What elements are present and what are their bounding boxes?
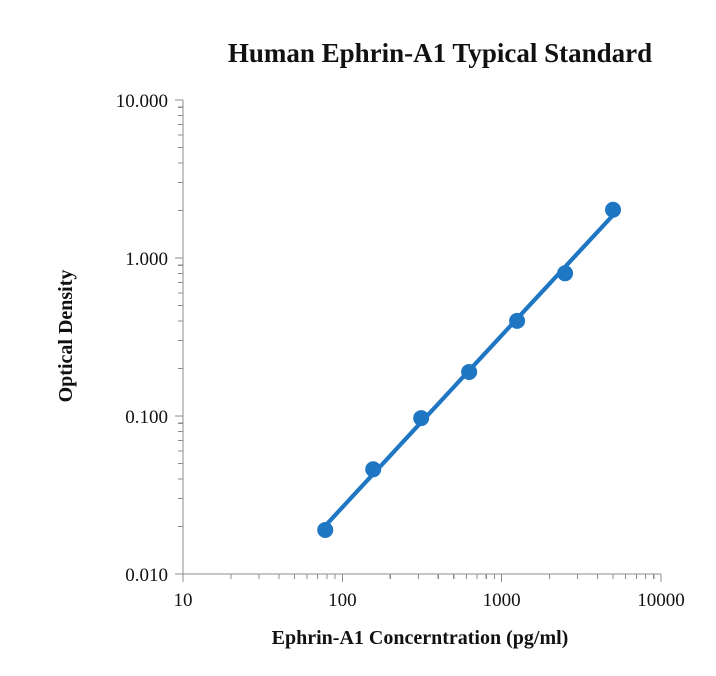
y-axis-title: Optical Density — [55, 270, 77, 403]
data-point-2 — [365, 461, 382, 478]
x-tick-label: 10000 — [637, 590, 685, 611]
x-axis-title: Ephrin-A1 Concerntration (pg/ml) — [272, 627, 569, 649]
data-point-1 — [317, 521, 334, 538]
x-axis-ticks: 10 100 1000 10000 — [174, 574, 685, 611]
y-tick-label: 0.100 — [125, 407, 168, 428]
data-point-4 — [461, 363, 478, 380]
data-point-7 — [605, 201, 622, 218]
y-tick-label: 0.010 — [125, 565, 168, 586]
axes-group — [182, 100, 661, 575]
chart-title: Human Ephrin-A1 Typical Standard — [228, 38, 652, 68]
x-tick-label: 10 — [174, 590, 193, 611]
y-axis-ticks: 0.010 0.100 1.000 10.000 — [116, 91, 183, 586]
y-tick-label: 1.000 — [125, 249, 168, 270]
data-point-3 — [413, 410, 430, 427]
data-point-6 — [557, 265, 574, 282]
x-tick-label: 1000 — [483, 590, 521, 611]
x-tick-label: 100 — [328, 590, 357, 611]
data-point-5 — [509, 312, 526, 329]
series-layer — [317, 201, 622, 538]
y-tick-label: 10.000 — [116, 91, 168, 112]
